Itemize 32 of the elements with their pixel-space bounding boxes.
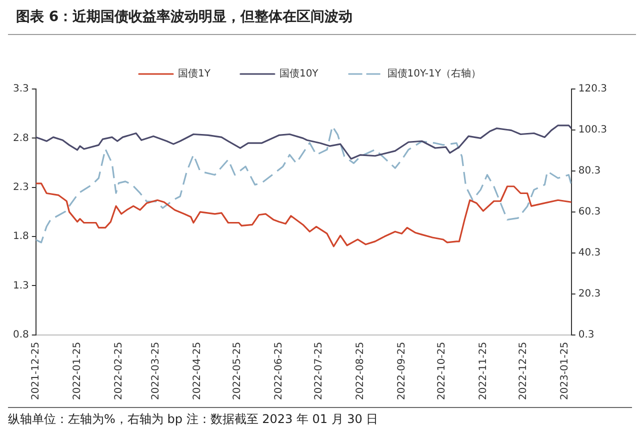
legend-label: 国债1Y — [178, 68, 212, 80]
x-tick-label: 2022-10-25 — [436, 342, 448, 400]
x-tick-label: 2022-03-25 — [150, 342, 162, 400]
y-tick-label: 1.3 — [12, 280, 29, 292]
x-tick-label: 2023-01-25 — [559, 342, 570, 400]
y-tick-label: 1.8 — [12, 231, 29, 242]
y-tick-label: 0.8 — [12, 329, 29, 340]
legend-label: 国债10Y — [279, 68, 320, 80]
y-tick-label: 3.3 — [12, 84, 29, 95]
legend-label: 国债10Y-1Y（右轴） — [387, 68, 482, 80]
x-tick-label: 2022-05-25 — [232, 342, 244, 400]
y2-tick-label: 60.3 — [578, 206, 601, 218]
x-tick-label: 2022-01-25 — [72, 342, 83, 400]
x-tick-label: 2022-11-25 — [478, 342, 489, 400]
chart-title: 图表 6：近期国债收益率波动明显，但整体在区间波动 — [8, 0, 636, 35]
text: 纵轴单位：左轴为%，右轴为 bp 注：数据截至 2023 年 01 月 30 日 — [8, 407, 632, 428]
x-tick-label: 2022-07-25 — [314, 342, 325, 400]
y-tick-label: 2.3 — [12, 182, 29, 193]
x-tick-label: 2022-06-25 — [274, 342, 285, 400]
x-tick-label: 2022-04-25 — [192, 342, 204, 400]
y2-tick-label: 100.3 — [578, 124, 608, 136]
y2-tick-label: 0.3 — [578, 329, 594, 340]
x-tick-label: 2022-08-25 — [354, 342, 366, 400]
y2-tick-label: 40.3 — [578, 248, 601, 259]
x-tick-label: 2021-12-25 — [30, 342, 42, 400]
y-tick-label: 2.8 — [12, 132, 29, 144]
x-tick-label: 2022-02-25 — [113, 342, 124, 400]
y2-tick-label: 80.3 — [578, 166, 601, 177]
y2-tick-label: 20.3 — [578, 288, 601, 300]
x-tick-label: 2022-09-25 — [396, 342, 408, 400]
x-tick-label: 2022-12-25 — [518, 342, 529, 400]
y2-tick-label: 120.3 — [578, 84, 608, 95]
